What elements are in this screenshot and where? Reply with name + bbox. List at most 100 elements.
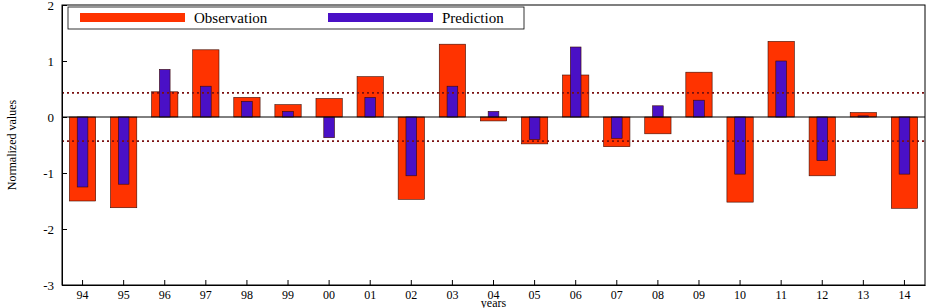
bar — [439, 44, 465, 117]
x-tick-mark — [329, 280, 330, 285]
legend-swatch — [80, 13, 185, 22]
y-tick: 1 — [48, 54, 68, 69]
bar — [727, 117, 753, 202]
x-tick: 03 — [446, 280, 458, 302]
x-tick: 08 — [652, 280, 664, 302]
y-tick-label: -1 — [43, 166, 54, 181]
y-axis-line — [62, 6, 63, 286]
x-tick-label: 12 — [816, 288, 828, 302]
x-axis-line — [63, 285, 926, 286]
y-tick-mark — [62, 5, 67, 6]
y-tick-mark — [62, 61, 67, 62]
bar — [899, 117, 910, 174]
x-tick: 07 — [611, 280, 623, 302]
x-tick: 10 — [734, 280, 746, 302]
x-tick-mark — [205, 280, 206, 285]
x-axis-title: years — [481, 296, 507, 308]
x-tick-mark — [452, 280, 453, 285]
y-tick: -2 — [43, 222, 67, 237]
bar — [570, 47, 581, 117]
y-tick-label: 2 — [48, 0, 55, 13]
x-tick-mark — [575, 280, 576, 285]
bar — [488, 111, 499, 117]
x-tick-label: 03 — [446, 288, 458, 302]
bar — [283, 111, 294, 117]
x-tick: 98 — [241, 280, 253, 302]
x-tick-mark — [781, 280, 782, 285]
x-tick-label: 08 — [652, 288, 664, 302]
bar — [77, 117, 88, 187]
chart: -3-2-10129495969798990001020304050607080… — [0, 0, 936, 308]
x-tick-mark — [616, 280, 617, 285]
y-tick-mark — [62, 173, 67, 174]
x-tick-mark — [246, 280, 247, 285]
x-tick: 00 — [323, 280, 335, 302]
bar — [118, 117, 129, 184]
x-tick-label: 96 — [159, 288, 171, 302]
legend-box — [68, 7, 524, 29]
x-tick: 06 — [570, 280, 582, 302]
y-tick: -1 — [43, 166, 67, 181]
y-tick: 0 — [48, 110, 68, 125]
x-tick: 05 — [529, 280, 541, 302]
x-tick-mark — [822, 280, 823, 285]
bar — [653, 106, 664, 117]
x-tick-label: 09 — [693, 288, 705, 302]
bar — [398, 117, 424, 199]
x-tick: 95 — [118, 280, 130, 302]
x-tick-label: 95 — [118, 288, 130, 302]
y-tick-label: 0 — [48, 110, 55, 125]
bar — [611, 117, 622, 138]
x-tick-label: 97 — [200, 288, 212, 302]
bar — [480, 117, 506, 121]
x-tick-mark — [164, 280, 165, 285]
reference-line — [62, 92, 925, 94]
x-tick-label: 10 — [734, 288, 746, 302]
x-tick: 14 — [898, 280, 910, 302]
bar — [891, 117, 917, 208]
bar — [447, 86, 458, 117]
y-tick-label: -3 — [43, 278, 54, 293]
x-tick-label: 13 — [857, 288, 869, 302]
x-tick-mark — [411, 280, 412, 285]
x-tick-mark — [534, 280, 535, 285]
bar — [817, 117, 828, 161]
bar — [234, 97, 260, 117]
x-tick-label: 00 — [323, 288, 335, 302]
x-tick: 11 — [775, 280, 787, 302]
x-tick: 94 — [77, 280, 89, 302]
bar — [69, 117, 95, 201]
bar — [521, 117, 547, 144]
x-tick-mark — [82, 280, 83, 285]
legend: ObservationPrediction — [68, 7, 524, 29]
x-tick-label: 07 — [611, 288, 623, 302]
x-tick-label: 01 — [364, 288, 376, 302]
x-tick: 97 — [200, 280, 212, 302]
x-tick: 01 — [364, 280, 376, 302]
legend-label: Prediction — [442, 10, 504, 26]
x-tick: 99 — [282, 280, 294, 302]
bar — [776, 61, 787, 117]
x-tick: 13 — [857, 280, 869, 302]
bar — [365, 97, 376, 117]
x-tick-label: 05 — [529, 288, 541, 302]
bar — [357, 77, 383, 117]
x-tick-mark — [657, 280, 658, 285]
x-tick-label: 98 — [241, 288, 253, 302]
x-tick-label: 06 — [570, 288, 582, 302]
bar — [193, 50, 219, 117]
x-tick-mark — [740, 280, 741, 285]
x-tick: 02 — [405, 280, 417, 302]
x-tick: 09 — [693, 280, 705, 302]
x-tick-label: 02 — [405, 288, 417, 302]
bar — [850, 113, 876, 117]
legend-swatch — [328, 13, 433, 22]
y-tick-label: 1 — [48, 54, 55, 69]
y-tick-label: -2 — [43, 222, 54, 237]
x-tick-label: 11 — [775, 288, 787, 302]
x-tick-mark — [863, 280, 864, 285]
bar — [768, 41, 794, 117]
reference-line — [62, 140, 925, 142]
x-tick-label: 99 — [282, 288, 294, 302]
x-tick: 96 — [159, 280, 171, 302]
